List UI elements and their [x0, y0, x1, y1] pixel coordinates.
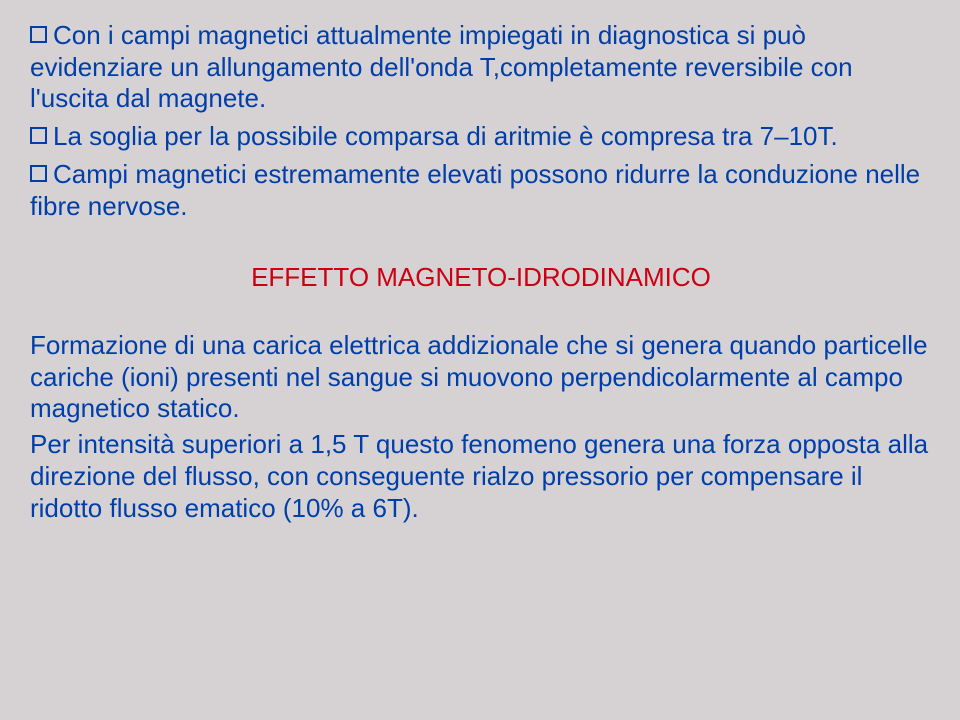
bullet-text: Con i campi magnetici attualmente impieg…: [30, 20, 853, 113]
bullet-square-icon: [30, 165, 47, 182]
paragraph: Formazione di una carica elettrica addiz…: [30, 330, 932, 425]
bullet-text: La soglia per la possibile comparsa di a…: [53, 121, 838, 151]
bullet-square-icon: [30, 26, 47, 43]
bullet-item: Campi magnetici estremamente elevati pos…: [30, 159, 932, 222]
paragraph: Per intensità superiori a 1,5 T questo f…: [30, 429, 932, 524]
bullet-item: La soglia per la possibile comparsa di a…: [30, 121, 932, 153]
bullet-square-icon: [30, 127, 47, 144]
section-heading: EFFETTO MAGNETO-IDRODINAMICO: [30, 262, 932, 294]
bullet-item: Con i campi magnetici attualmente impieg…: [30, 20, 932, 115]
bullet-text: Campi magnetici estremamente elevati pos…: [30, 159, 920, 221]
